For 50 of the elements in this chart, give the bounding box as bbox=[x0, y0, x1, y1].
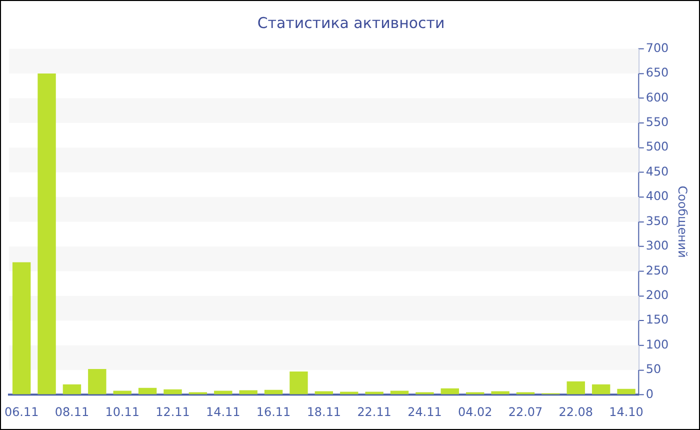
bar bbox=[214, 390, 232, 394]
y-tick-label: 50 bbox=[646, 362, 662, 376]
bar bbox=[88, 369, 106, 394]
x-tick-label: 22.08 bbox=[558, 404, 593, 419]
bar bbox=[390, 390, 409, 394]
y-axis-title: Сообщений bbox=[676, 186, 690, 258]
bar bbox=[290, 372, 308, 394]
y-tick-label: 500 bbox=[646, 140, 669, 154]
y-tick-label: 550 bbox=[646, 115, 669, 130]
x-tick-label: 08.11 bbox=[54, 404, 90, 419]
x-tick-label: 10.11 bbox=[105, 404, 140, 419]
x-tick-label: 06.11 bbox=[4, 404, 39, 419]
y-tick-label: 300 bbox=[646, 238, 669, 253]
bar bbox=[340, 392, 358, 394]
bar bbox=[264, 390, 283, 394]
bar bbox=[566, 381, 585, 394]
bar bbox=[592, 384, 610, 394]
bar bbox=[239, 390, 258, 394]
x-tick-label: 04.02 bbox=[458, 404, 492, 419]
y-tick-label: 400 bbox=[646, 189, 669, 204]
y-tick-label: 350 bbox=[646, 214, 669, 228]
x-tick-label: 24.11 bbox=[408, 404, 442, 419]
x-tick-label: 22.07 bbox=[508, 404, 543, 419]
bar bbox=[38, 73, 56, 394]
chart-title: Статистика активности bbox=[257, 14, 445, 32]
y-tick-label: 150 bbox=[646, 312, 669, 327]
bar bbox=[113, 390, 132, 394]
bar bbox=[365, 392, 384, 394]
y-tick-label: 600 bbox=[646, 90, 669, 104]
x-tick-label: 14.10 bbox=[609, 404, 644, 419]
y-tick-label: 250 bbox=[646, 263, 669, 278]
x-tick-label: 18.11 bbox=[306, 404, 342, 419]
bar bbox=[62, 384, 82, 394]
bar bbox=[491, 391, 510, 394]
x-tick-label: 22.11 bbox=[357, 404, 392, 419]
y-tick-label: 100 bbox=[646, 337, 669, 352]
y-tick-label: 650 bbox=[646, 66, 669, 80]
x-tick-label: 14.11 bbox=[206, 404, 240, 419]
bar bbox=[12, 262, 31, 394]
y-tick-label: 0 bbox=[646, 386, 654, 401]
x-tick-label: 16.11 bbox=[256, 404, 291, 419]
bar bbox=[164, 389, 182, 394]
y-tick-label: 700 bbox=[646, 40, 669, 55]
y-tick-label: 450 bbox=[646, 164, 669, 178]
bar bbox=[617, 388, 636, 394]
bar bbox=[440, 388, 460, 394]
bar bbox=[314, 391, 334, 394]
y-tick-label: 200 bbox=[646, 288, 669, 302]
bar bbox=[138, 388, 157, 394]
x-tick-label: 12.11 bbox=[156, 404, 190, 419]
